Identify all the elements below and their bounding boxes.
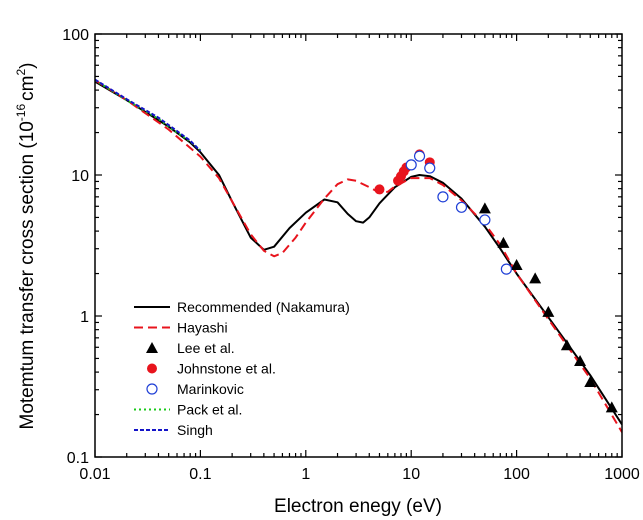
x-tick-label: 1 [301,466,310,483]
data-point-lee-et-al [529,272,542,284]
legend-swatch [147,363,157,374]
y-axis-title-exponent: -16 [14,104,28,122]
y-tick-label: 10 [71,168,89,185]
legend-item-singh: Singh [134,422,213,438]
y-tick-label: 0.1 [67,450,89,467]
data-point-lee-et-al [478,202,491,214]
series-lee-et-al [478,202,618,413]
series-singh [95,78,202,152]
legend-label: Lee et al. [177,340,235,356]
series-marinkovic [405,150,512,275]
x-tick-label: 100 [503,466,530,483]
legend-swatch [146,342,158,353]
data-point-johnstone-et-al [374,184,385,195]
x-tick-label: 0.01 [79,466,110,483]
series-hayashi [95,79,622,433]
legend: Recommended (Nakamura) Hayashi Lee et al. J… [134,299,350,438]
data-point-marinkovic [455,201,468,213]
data-layer [95,78,622,433]
plot-frame [94,33,623,458]
data-point-marinkovic [437,191,449,203]
data-point-lee-et-al [542,305,555,317]
series-line-recommended-nakamura [95,80,622,426]
legend-label: Recommended (Nakamura) [177,299,350,315]
data-point-lee-et-al [605,401,618,413]
data-point-marinkovic [405,159,417,171]
x-axis-title: Electron enegy (eV) [274,496,442,517]
legend-swatch [146,383,158,395]
data-point-lee-et-al [560,339,573,351]
legend-label: Johnstone et al. [177,361,276,377]
series-recommended-nakamura [95,80,622,426]
y-axis-title-unit-exponent: 2 [14,69,28,76]
legend-item-johnstone-et-al: Johnstone et al. [147,361,276,377]
legend-item-lee-et-al: Lee et al. [146,340,235,356]
series-line-hayashi [95,79,622,433]
data-point-marinkovic [413,150,426,162]
y-tick-label: 100 [62,27,89,44]
y-tick-label: 1 [80,309,89,326]
y-axis-title-main: Motemtum transfer cross section (10 [17,121,38,429]
x-tick-label: 0.1 [189,466,211,483]
data-point-lee-et-al [584,376,597,388]
y-axis-title-unit: cm [17,76,38,101]
legend-label: Marinkovic [177,381,244,397]
y-axis-title: Motemtum transfer cross section (10-16 cm… [14,62,38,429]
data-point-marinkovic [500,263,512,275]
legend-label: Hayashi [177,320,228,336]
data-point-lee-et-al [510,258,523,270]
series-line-singh [95,78,202,152]
data-point-marinkovic [479,214,491,226]
legend-item-pack-et-al: Pack et al. [134,402,242,418]
legend-item-marinkovic: Marinkovic [146,381,244,397]
legend-label: Singh [177,422,213,438]
data-point-marinkovic [424,162,436,174]
x-tick-label: 10 [402,466,420,483]
legend-label: Pack et al. [177,402,242,418]
y-axis-title-close: ) [17,62,38,68]
x-tick-label: 1000 [604,466,640,483]
data-point-lee-et-al [574,354,587,366]
legend-item-hayashi: Hayashi [134,320,228,336]
legend-item-recommended-nakamura: Recommended (Nakamura) [134,299,350,315]
data-point-lee-et-al [497,236,510,248]
